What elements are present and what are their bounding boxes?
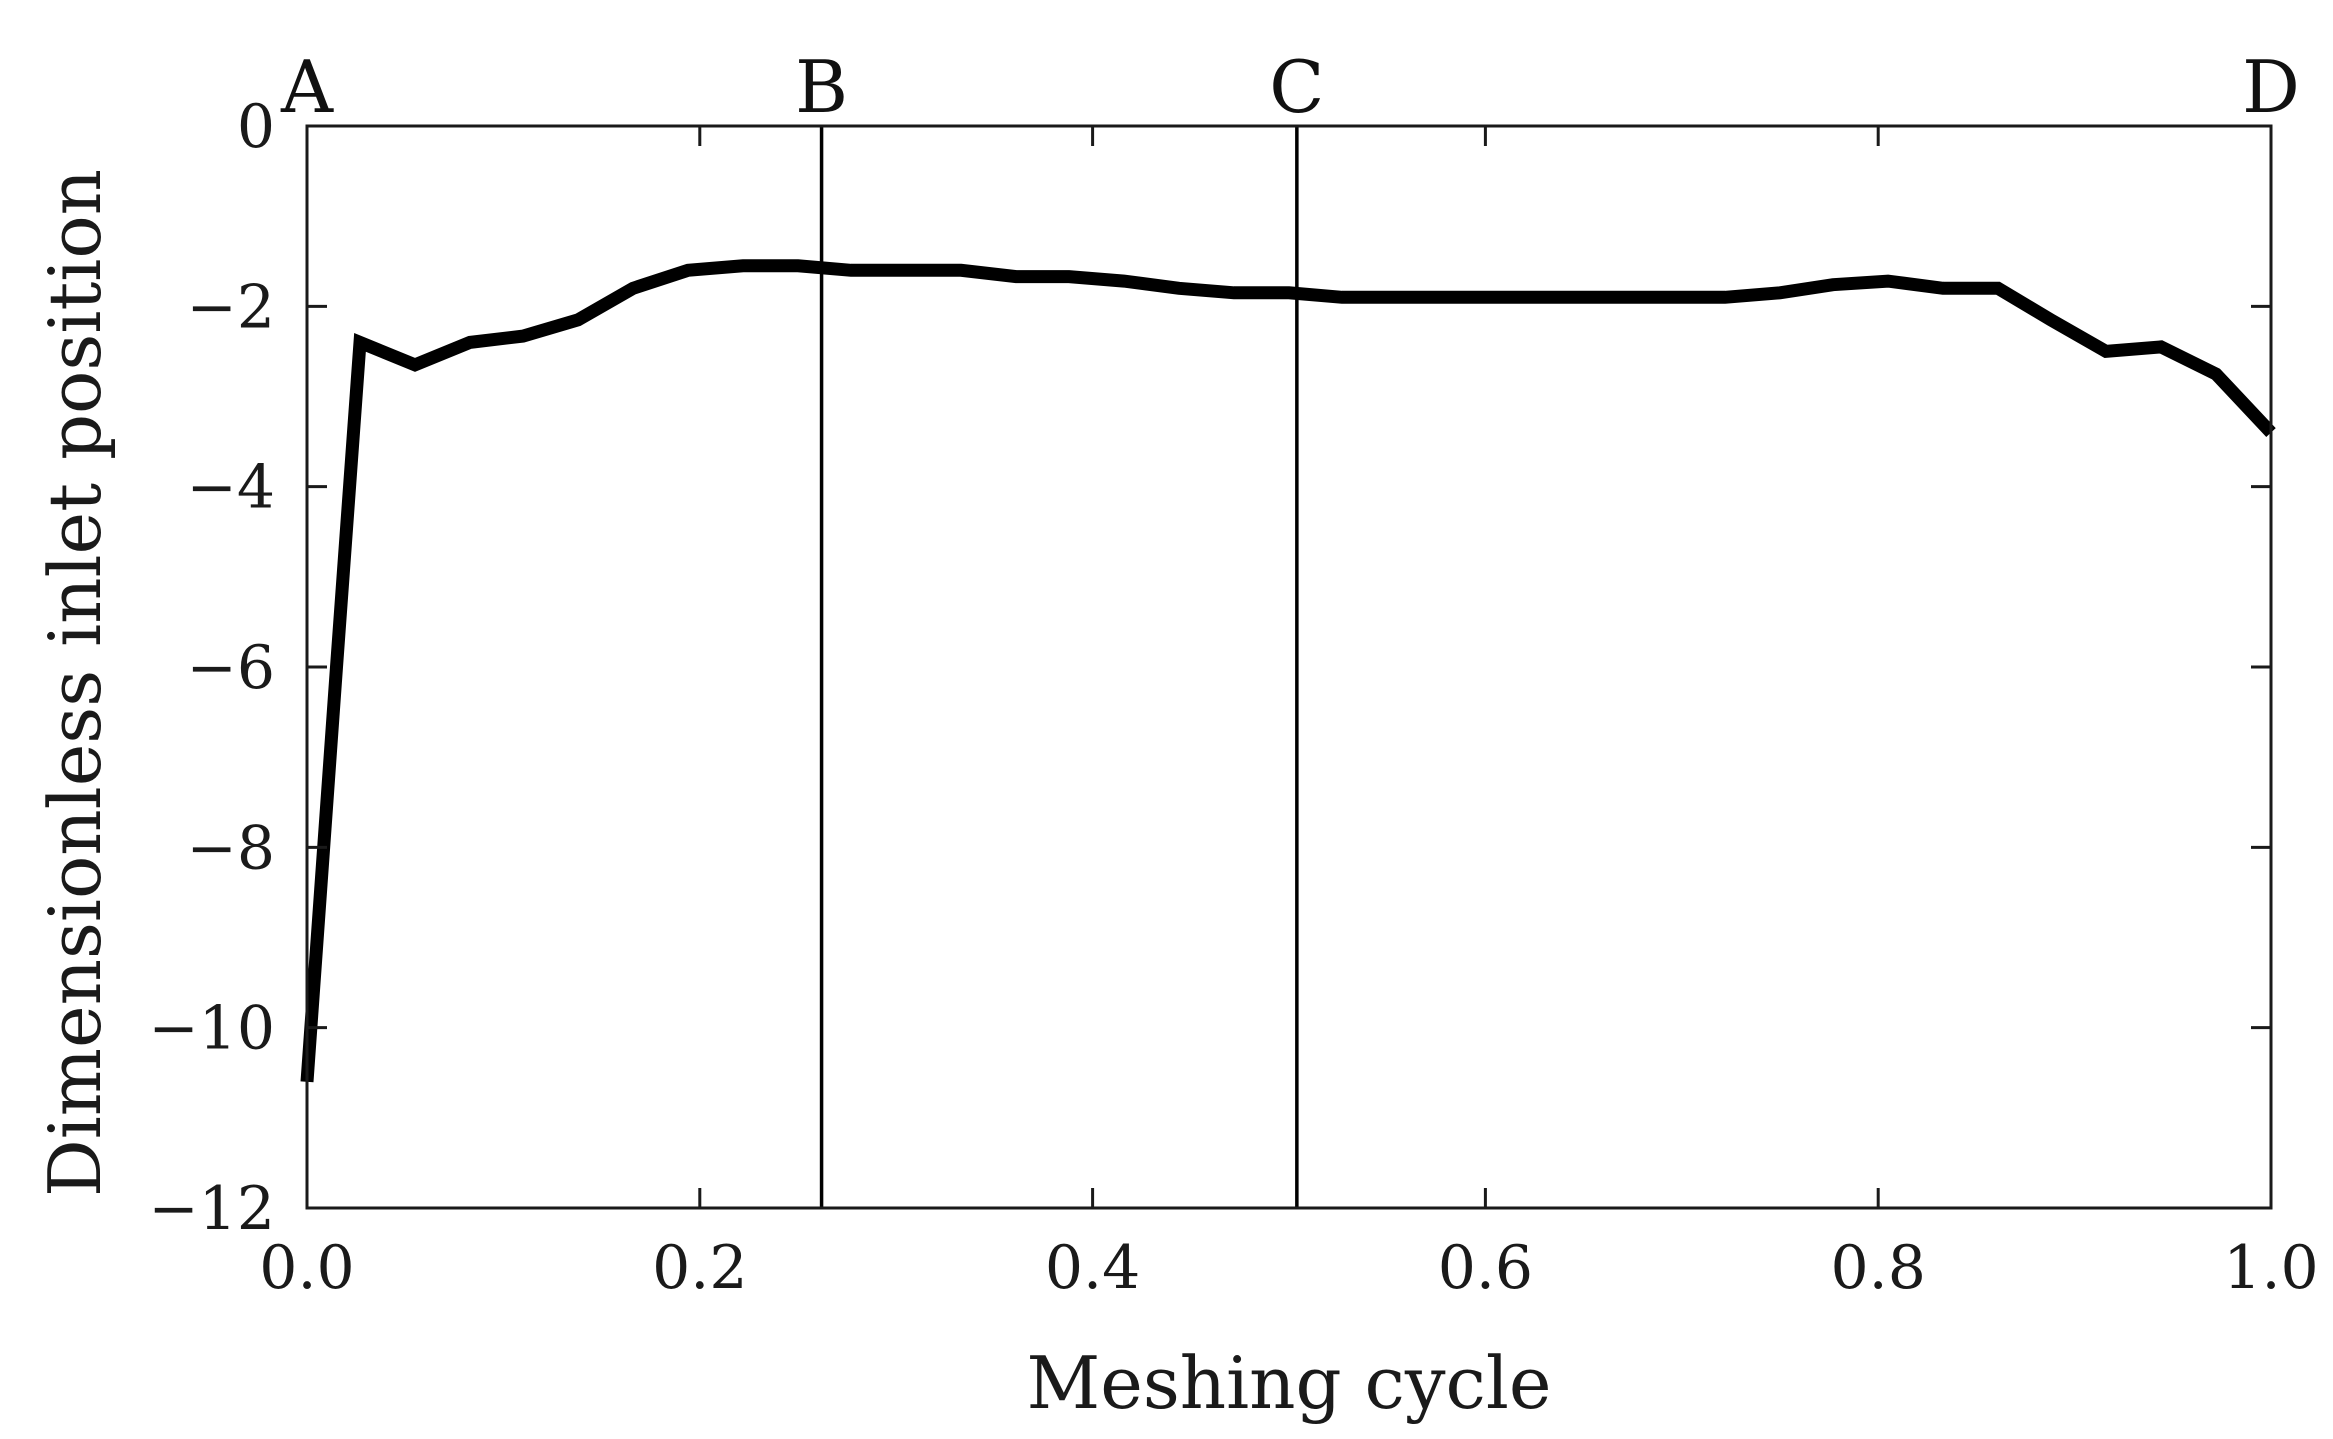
y-tick-label: −8 <box>187 813 275 883</box>
y-tick-label: −6 <box>187 633 275 703</box>
series-line-0 <box>300 259 2276 1083</box>
x-axis-label: Meshing cycle <box>1027 1341 1552 1425</box>
x-tick-label: 1.0 <box>2223 1233 2318 1303</box>
x-tick-label: 0.4 <box>1045 1233 1140 1303</box>
marker-label-a: A <box>280 45 334 129</box>
x-tick-label: 0.6 <box>1438 1233 1533 1303</box>
marker-label-d: D <box>2242 45 2300 129</box>
marker-label-b: B <box>795 45 848 129</box>
y-tick-label: −12 <box>148 1174 275 1244</box>
y-tick-label: −2 <box>187 272 275 342</box>
y-tick-label: 0 <box>237 92 275 162</box>
x-tick-label: 0.8 <box>1830 1233 1925 1303</box>
y-axis-label: Dimensionless inlet position <box>33 169 117 1197</box>
x-tick-label: 0.0 <box>259 1233 354 1303</box>
y-tick-label: −10 <box>148 994 275 1064</box>
marker-label-c: C <box>1269 45 1324 129</box>
x-tick-label: 0.2 <box>652 1233 747 1303</box>
y-tick-label: −4 <box>187 453 275 523</box>
